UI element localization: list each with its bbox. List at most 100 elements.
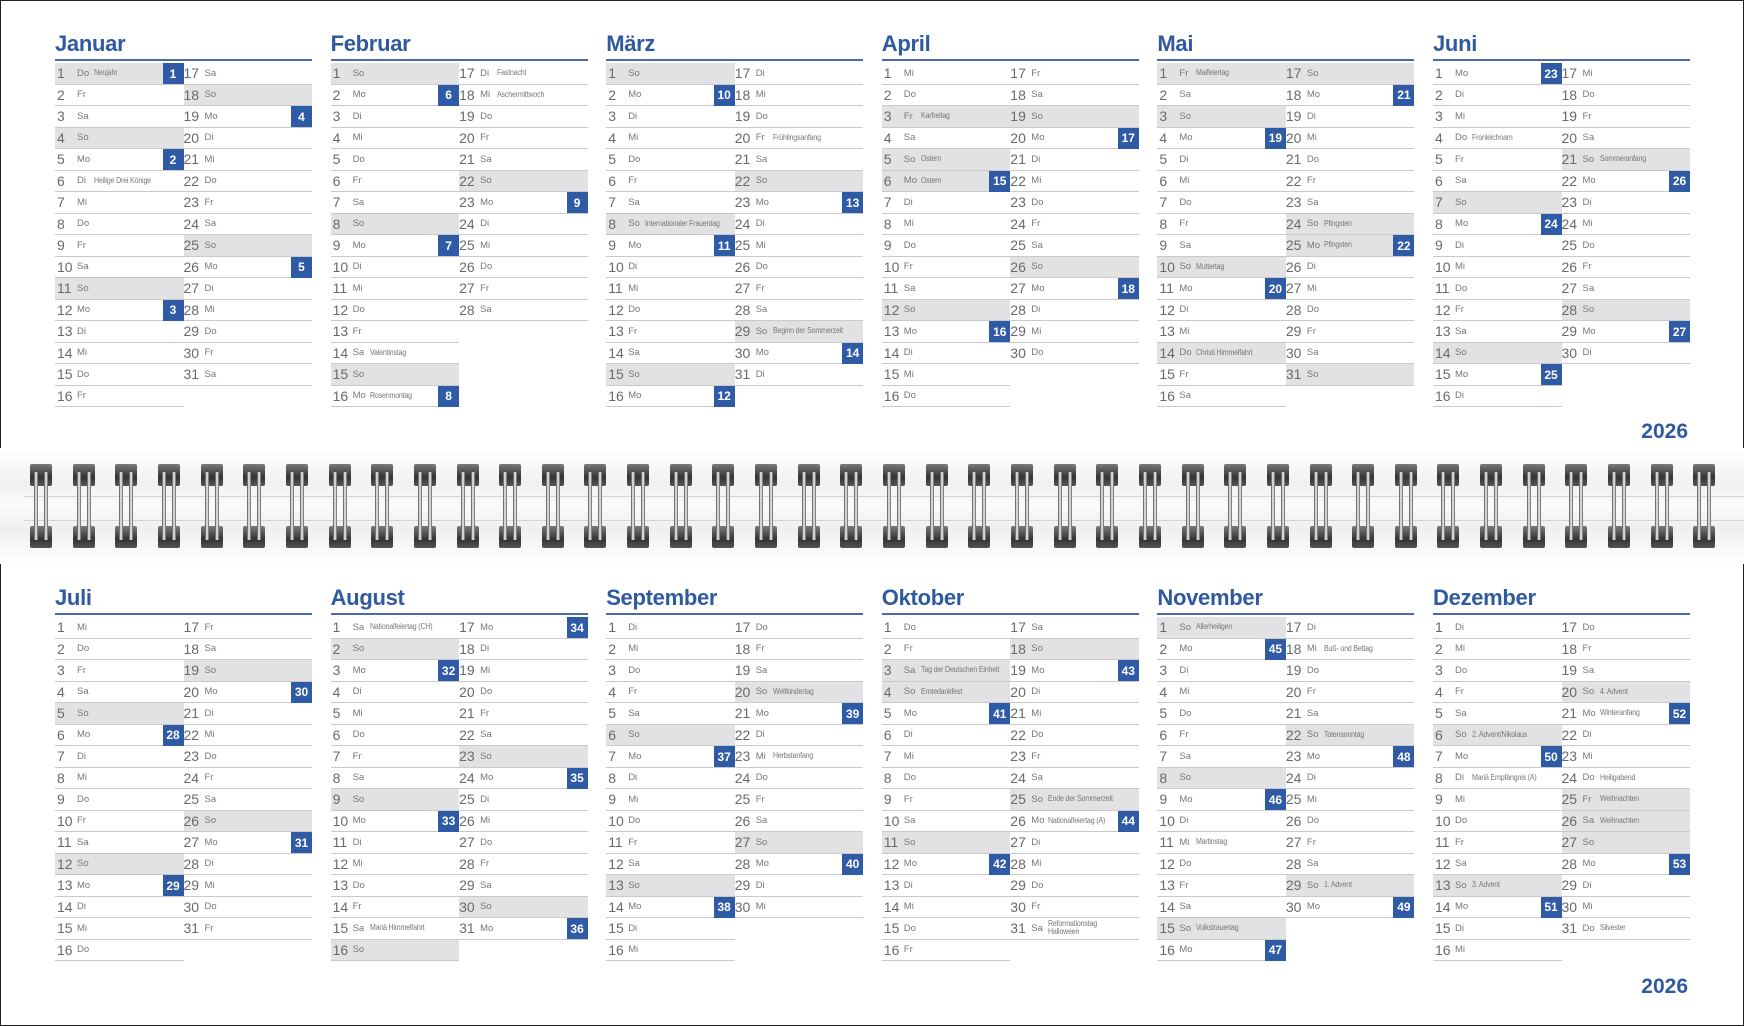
day-row[interactable]: 24 Mi (1561, 214, 1690, 235)
day-row[interactable]: 20 Do (459, 682, 588, 703)
day-row[interactable]: 2 Do (55, 639, 184, 660)
day-row[interactable]: 8 Mo 24 (1433, 213, 1562, 235)
day-row[interactable]: 7 Sa (1157, 746, 1286, 768)
day-row[interactable]: 15 Mi (55, 918, 184, 940)
day-row[interactable]: 13 Do (330, 875, 460, 897)
day-row[interactable]: 1 So Allerheiligen (1157, 617, 1286, 639)
day-row[interactable]: 2 So (330, 638, 460, 660)
day-row[interactable]: 20 So 4. Advent (1561, 681, 1690, 703)
day-row[interactable]: 3 Mi (1433, 106, 1562, 128)
day-row[interactable]: 12 So (55, 853, 184, 875)
day-row[interactable]: 26 Sa Weihnachten (1561, 810, 1690, 832)
day-row[interactable]: 29 Mi (183, 875, 312, 897)
day-row[interactable]: 1 Mi (881, 63, 1011, 85)
day-row[interactable]: 29 Di (1561, 875, 1690, 897)
day-row[interactable]: 27 Mo 18 (1010, 278, 1139, 300)
day-row[interactable]: 10 So Muttertag (1157, 256, 1286, 278)
day-row[interactable]: 22 Di (734, 725, 864, 746)
day-row[interactable]: 16 Di (1433, 386, 1562, 407)
day-row[interactable]: 14 Mo 51 (1433, 896, 1562, 918)
day-row[interactable]: 7 Di (55, 746, 184, 768)
day-row[interactable]: 16 Do (55, 940, 184, 961)
day-row[interactable]: 28 Sa (734, 300, 864, 321)
day-row[interactable]: 7 Fr (330, 746, 460, 768)
day-row[interactable]: 7 Sa (606, 192, 735, 214)
day-row[interactable]: 4 Sa (881, 128, 1011, 149)
day-row[interactable]: 26 So (1010, 256, 1139, 278)
day-row[interactable]: 15 Mo 25 (1433, 364, 1562, 386)
day-row[interactable]: 15 So (606, 364, 735, 386)
day-row[interactable]: 20 So Weltkindertag (734, 681, 864, 703)
day-row[interactable]: 25 Mo Pfingsten 22 (1285, 235, 1415, 257)
day-row[interactable]: 5 Mo 2 (55, 149, 184, 171)
day-row[interactable]: 26 Do (1285, 811, 1415, 832)
day-row[interactable]: 22 Mi (1010, 171, 1139, 192)
day-row[interactable]: 29 Mi (1010, 321, 1139, 343)
day-row[interactable]: 3 Di (330, 106, 460, 128)
day-row[interactable]: 20 Mo 17 (1010, 127, 1139, 149)
day-row[interactable]: 30 Do (183, 897, 312, 918)
day-row[interactable]: 12 Do (330, 300, 460, 321)
day-row[interactable]: 18 Fr (734, 639, 864, 660)
day-row[interactable]: 2 Mo 45 (1157, 638, 1286, 660)
day-row[interactable]: 4 So Erntedankfest (881, 681, 1011, 703)
day-row[interactable]: 19 Mi (459, 660, 588, 682)
day-row[interactable]: 16 Mi (1433, 940, 1562, 961)
day-row[interactable]: 5 Fr (1433, 149, 1562, 171)
day-row[interactable]: 21 Fr (459, 703, 588, 725)
day-row[interactable]: 10 Mi (1433, 257, 1562, 278)
day-row[interactable]: 5 So Ostern (881, 149, 1011, 171)
day-row[interactable]: 19 Di (1285, 106, 1415, 128)
day-row[interactable]: 30 Di (1561, 343, 1690, 364)
day-row[interactable]: 2 Mo 10 (606, 84, 735, 106)
day-row[interactable]: 9 Do (55, 789, 184, 811)
day-row[interactable]: 4 Mi (606, 128, 735, 149)
day-row[interactable]: 1 Mi (55, 617, 184, 639)
day-row[interactable]: 17 Do (734, 617, 864, 639)
day-row[interactable]: 8 Mi (881, 214, 1011, 235)
day-row[interactable]: 11 Fr (1433, 832, 1562, 854)
day-row[interactable]: 16 Mo Rosenmontag 8 (330, 385, 460, 407)
day-row[interactable]: 5 Do (1157, 703, 1286, 725)
day-row[interactable]: 29 Do (1010, 875, 1139, 897)
day-row[interactable]: 2 Di (1433, 85, 1562, 106)
day-row[interactable]: 3 Do (606, 660, 735, 682)
day-row[interactable]: 27 Sa (1561, 278, 1690, 300)
day-row[interactable]: 23 Mo 9 (459, 192, 588, 214)
day-row[interactable]: 9 Mi (606, 789, 735, 811)
day-row[interactable]: 10 Di (606, 257, 735, 278)
day-row[interactable]: 9 Mo 11 (606, 235, 735, 257)
day-row[interactable]: 21 Sa (459, 149, 588, 171)
day-row[interactable]: 18 So (183, 84, 312, 106)
day-row[interactable]: 19 Do (459, 106, 588, 128)
day-row[interactable]: 19 Mo 4 (183, 106, 312, 128)
day-row[interactable]: 7 Di (881, 192, 1011, 214)
day-row[interactable]: 26 Mi (459, 811, 588, 832)
day-row[interactable]: 12 Mo 3 (55, 299, 184, 321)
day-row[interactable]: 22 Mi (183, 725, 312, 746)
day-row[interactable]: 17 Fr (1010, 63, 1139, 85)
day-row[interactable]: 10 Do (606, 811, 735, 832)
day-row[interactable]: 19 Fr (1561, 106, 1690, 128)
day-row[interactable]: 11 Mo 20 (1157, 278, 1286, 300)
day-row[interactable]: 17 Mi (1561, 63, 1690, 85)
day-row[interactable]: 22 So (459, 170, 588, 192)
day-row[interactable]: 26 Mo 5 (183, 256, 312, 278)
day-row[interactable]: 31 Sa Reformationstag Halloween (1010, 918, 1139, 940)
day-row[interactable]: 23 Do (1010, 192, 1139, 214)
day-row[interactable]: 19 Do (1285, 660, 1415, 682)
day-row[interactable]: 14 Mi (55, 343, 184, 364)
day-row[interactable]: 30 So (459, 896, 588, 918)
day-row[interactable]: 13 Mi (1157, 321, 1286, 343)
day-row[interactable]: 25 Di (459, 789, 588, 811)
day-row[interactable]: 12 Mi (330, 854, 460, 875)
day-row[interactable]: 30 Mi (734, 897, 864, 918)
day-row[interactable]: 30 Fr (183, 343, 312, 364)
day-row[interactable]: 18 Sa (1010, 85, 1139, 106)
day-row[interactable]: 6 Mo Ostern 15 (881, 170, 1011, 192)
day-row[interactable]: 9 Mo 7 (330, 235, 460, 257)
day-row[interactable]: 25 Mi (734, 235, 864, 257)
day-row[interactable]: 23 Fr (1010, 746, 1139, 768)
day-row[interactable]: 2 Sa (1157, 85, 1286, 106)
day-row[interactable]: 18 Mi Aschermittwoch (459, 85, 588, 106)
